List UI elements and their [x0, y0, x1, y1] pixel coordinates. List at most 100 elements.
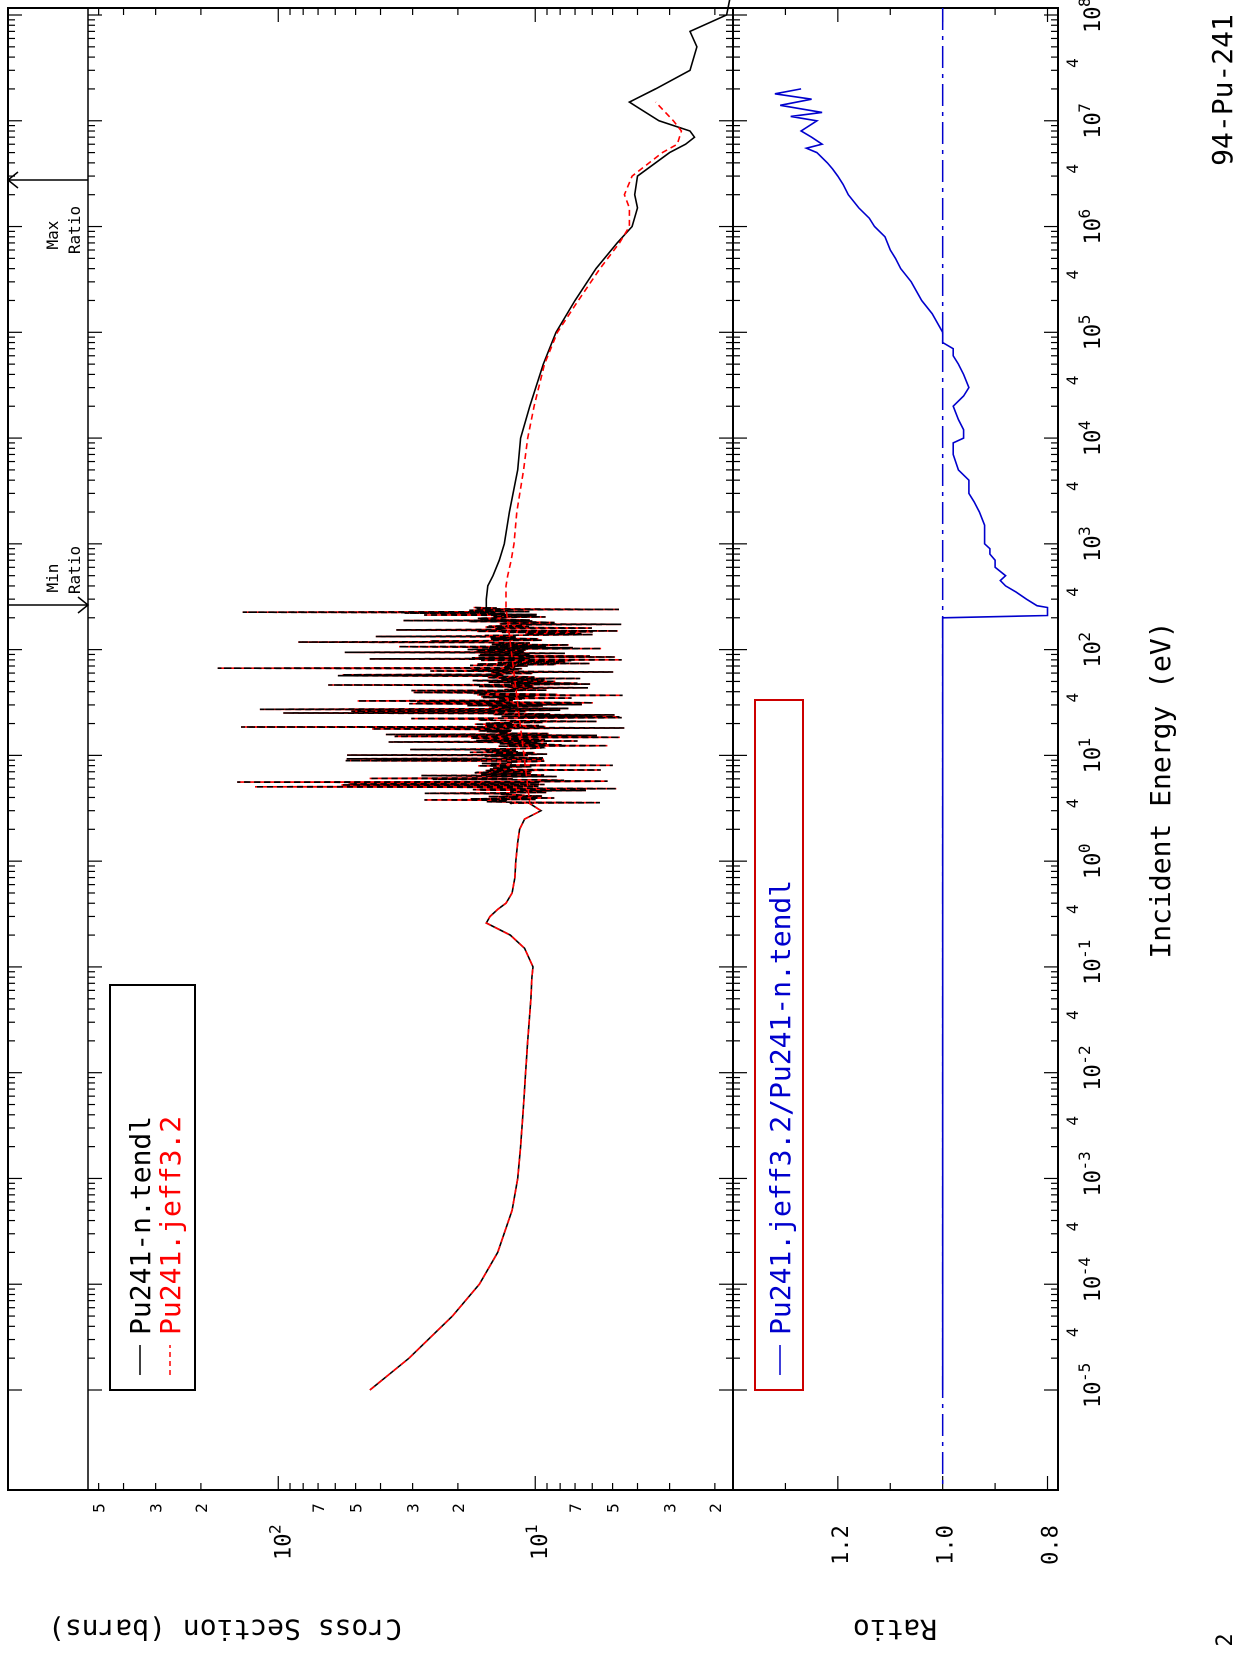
max-ratio-annotation: Max Ratio — [6, 171, 88, 254]
y-major-base: 10 — [271, 1534, 296, 1561]
y-minor-label: 7 — [566, 1503, 585, 1513]
x-decade-exponent: -5 — [1075, 1363, 1094, 1382]
x-minor-label-text: 4 — [1063, 587, 1082, 597]
x-decade-label: 10-5 — [1075, 1363, 1106, 1408]
x-axis-label: Incident Energy (eV) — [1144, 621, 1177, 958]
y-major-exponent: 2 — [265, 1524, 284, 1534]
x-decade-base: 10 — [1081, 1276, 1106, 1303]
x-decade-exponent: 3 — [1075, 526, 1094, 536]
x-minor-label-text: 4 — [1063, 1116, 1082, 1126]
x-minor-label-text: 4 — [1063, 693, 1082, 703]
x-minor-label: 4 — [1063, 270, 1082, 280]
x-minor-label: 4 — [1063, 1116, 1082, 1126]
x-decade-base: 10 — [1081, 535, 1106, 562]
y-minor-label: 3 — [147, 1503, 166, 1513]
x-decade-base: 10 — [1081, 1382, 1106, 1409]
x-decade-label: 106 — [1075, 209, 1106, 245]
y-minor-label: 3 — [661, 1503, 680, 1513]
bottom-y-axis-label: Ratio — [853, 1613, 937, 1646]
x-decade-exponent: 8 — [1075, 0, 1094, 7]
x-decade-exponent: -3 — [1075, 1151, 1094, 1170]
x-decade-base: 10 — [1081, 641, 1106, 668]
y-minor-label: 5 — [90, 1503, 109, 1513]
legend-label-ratio: Pu241.jeff3.2/Pu241-n.tendl — [764, 880, 797, 1335]
x-decade-base: 10 — [1081, 747, 1106, 774]
y-minor-label-text: 5 — [90, 1503, 109, 1513]
ratio-tick-label: 1.2 — [829, 1525, 854, 1565]
y-minor-label-text: 3 — [661, 1503, 680, 1513]
x-minor-label: 4 — [1063, 164, 1082, 174]
x-decade-label: 10-2 — [1075, 1045, 1106, 1090]
series-ratio — [774, 88, 1049, 1390]
x-minor-label-text: 4 — [1063, 376, 1082, 386]
x-decade-base: 10 — [1081, 324, 1106, 351]
y-major-base: 10 — [528, 1534, 553, 1561]
x-minor-label-text: 4 — [1063, 58, 1082, 68]
x-decade-label: 10-3 — [1075, 1151, 1106, 1196]
y-major-exponent: 1 — [522, 1524, 541, 1534]
x-minor-label: 4 — [1063, 799, 1082, 809]
max-ratio-line1: Max — [43, 220, 62, 249]
y-minor-label-text: 5 — [604, 1503, 623, 1513]
x-minor-label-text: 4 — [1063, 1222, 1082, 1232]
x-decade-label: 108 — [1075, 0, 1106, 33]
x-minor-label: 4 — [1063, 1010, 1082, 1020]
x-decade-exponent: 7 — [1075, 103, 1094, 113]
x-decade-base: 10 — [1081, 853, 1106, 880]
x-decade-exponent: -2 — [1075, 1045, 1094, 1064]
min-ratio-line1: Min — [43, 564, 62, 593]
x-decade-label: 100 — [1075, 844, 1106, 880]
x-decade-exponent: -4 — [1075, 1257, 1094, 1276]
x-decade-base: 10 — [1081, 7, 1106, 34]
y-major-label: 102 — [265, 1524, 296, 1560]
y-minor-label-text: 7 — [566, 1503, 585, 1513]
x-decade-base: 10 — [1081, 1170, 1106, 1197]
x-decade-label: 10-4 — [1075, 1257, 1106, 1302]
ratio-tick-label: 0.8 — [1039, 1525, 1064, 1565]
y-minor-label-text: 5 — [347, 1503, 366, 1513]
x-decade-exponent: 2 — [1075, 632, 1094, 642]
x-decade-exponent: 0 — [1075, 844, 1094, 854]
x-minor-label: 4 — [1063, 376, 1082, 386]
min-ratio-line2: Ratio — [65, 546, 84, 594]
y-minor-label: 5 — [347, 1503, 366, 1513]
x-decade-label: 102 — [1075, 632, 1106, 668]
max-ratio-line2: Ratio — [65, 206, 84, 254]
x-decade-base: 10 — [1081, 1064, 1106, 1091]
legend-label-tendl: Pu241-n.tendl — [124, 1116, 157, 1335]
ratio-tick-label-text: 1.0 — [934, 1525, 959, 1565]
top-legend: Pu241-n.tendl Pu241.jeff3.2 — [109, 984, 196, 1391]
ratio-tick-label-text: 1.2 — [829, 1525, 854, 1565]
y-minor-label-text: 3 — [147, 1503, 166, 1513]
legend-label-jeff: Pu241.jeff3.2 — [154, 1116, 187, 1335]
x-minor-label: 4 — [1063, 587, 1082, 597]
min-ratio-annotation: Min Ratio — [8, 546, 90, 614]
y-minor-label-text: 7 — [309, 1503, 328, 1513]
x-minor-label: 4 — [1063, 693, 1082, 703]
top-y-axis-label: Cross Section (barns) — [48, 1613, 402, 1646]
ratio-tick-label-text: 0.8 — [1039, 1525, 1064, 1565]
x-decade-label: 10-1 — [1075, 940, 1106, 985]
x-decade-exponent: 6 — [1075, 209, 1094, 219]
y-minor-label: 3 — [404, 1503, 423, 1513]
x-decade-exponent: 5 — [1075, 315, 1094, 325]
y-minor-label: 7 — [309, 1503, 328, 1513]
x-minor-label: 4 — [1063, 1328, 1082, 1338]
series-resonances-tendl — [217, 606, 625, 805]
x-decade-base: 10 — [1081, 430, 1106, 457]
x-minor-label: 4 — [1063, 58, 1082, 68]
corner-label: 94-Pu-241 — [1206, 14, 1239, 166]
x-decade-label: 103 — [1075, 526, 1106, 562]
y-minor-label-text: 2 — [192, 1503, 211, 1513]
x-decade-base: 10 — [1081, 218, 1106, 245]
x-decade-exponent: -1 — [1075, 940, 1094, 959]
x-minor-label-text: 4 — [1063, 164, 1082, 174]
x-minor-label: 4 — [1063, 904, 1082, 914]
y-minor-label-text: 2 — [706, 1503, 725, 1513]
x-minor-label: 4 — [1063, 1222, 1082, 1232]
x-minor-label-text: 4 — [1063, 1328, 1082, 1338]
x-decade-label: 101 — [1075, 738, 1106, 774]
x-minor-label: 4 — [1063, 481, 1082, 491]
y-minor-label: 5 — [604, 1503, 623, 1513]
x-decade-label: 105 — [1075, 315, 1106, 351]
